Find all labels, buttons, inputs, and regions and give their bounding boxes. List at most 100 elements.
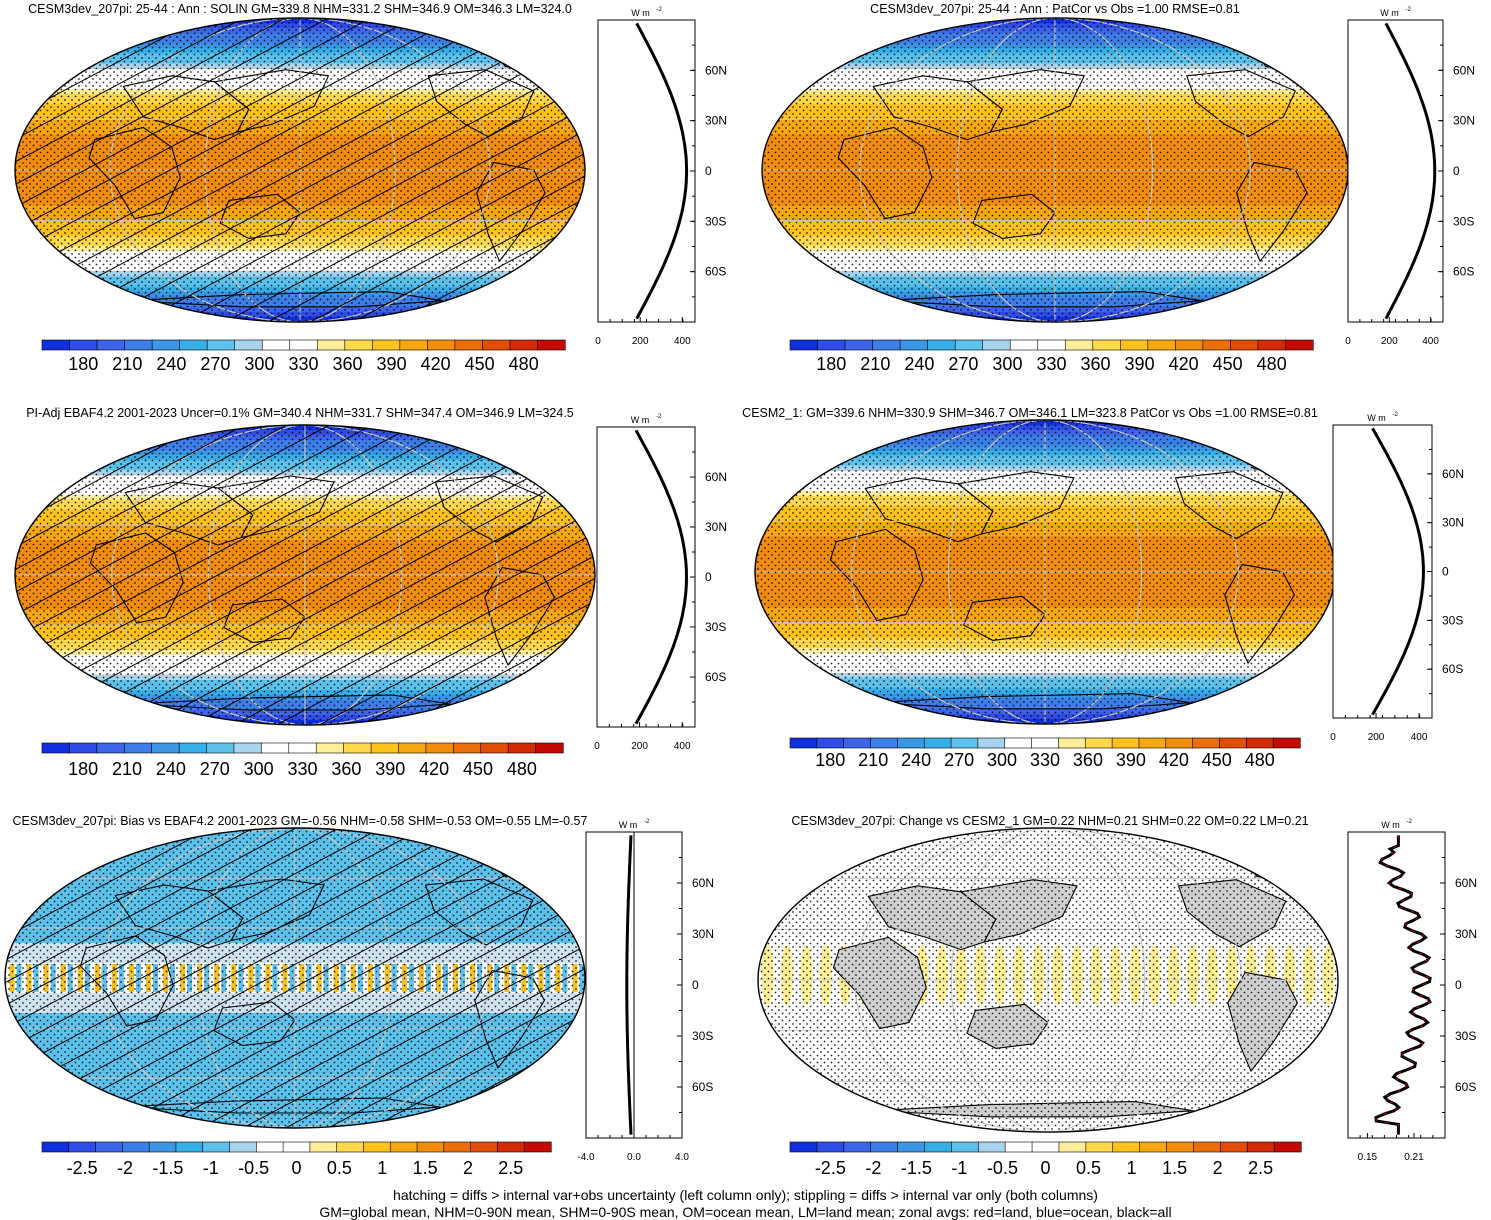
panel-title: CESM3dev_207pi: Change vs CESM2_1 GM=0.2… <box>791 814 1308 828</box>
profile-unit: W m <box>631 8 650 18</box>
colorbar-swatch <box>1064 339 1094 351</box>
profile-unit: W m <box>1381 820 1400 830</box>
colorbar-swatch <box>1120 339 1149 351</box>
colorbar-swatch <box>1273 1141 1302 1153</box>
profile-lat-tick: 30S <box>1453 214 1474 228</box>
profile-x-tick: 0 <box>1345 336 1351 347</box>
profile-curve <box>1371 427 1425 716</box>
colorbar-swatch <box>96 339 126 351</box>
footer-hatching-note: hatching = diffs > internal var+obs unce… <box>393 1187 1098 1203</box>
colorbar-tick-label: -2.5 <box>67 1158 98 1178</box>
colorbar-tick-label: 240 <box>156 354 186 374</box>
colorbar-swatch <box>843 737 872 749</box>
colorbar-swatch <box>1084 737 1113 749</box>
colorbar-swatch <box>336 1141 365 1153</box>
colorbar-tick-label: 360 <box>1073 750 1103 770</box>
panel-5: CESM3dev_207pi: Bias vs EBAF4.2 2001-202… <box>4 814 714 1178</box>
colorbar-swatch <box>178 742 208 754</box>
panel-title: CESM3dev_207pi: 25-44 : Ann : SOLIN GM=3… <box>28 2 572 16</box>
panel-title: CESM3dev_207pi: 25-44 : Ann : PatCor vs … <box>870 2 1240 16</box>
profile-x-tick: 400 <box>1411 732 1428 743</box>
colorbar-swatch <box>124 339 153 351</box>
profile-lat-tick: 60S <box>1455 1080 1476 1094</box>
profile-lat-tick: 60N <box>1453 63 1475 77</box>
profile-x-tick: 0 <box>594 741 600 752</box>
colorbar-swatch <box>261 339 291 351</box>
map-field <box>755 420 1335 724</box>
colorbar-tick-label: 1 <box>377 1158 387 1178</box>
colorbar-swatch <box>1192 737 1221 749</box>
panel-title: CESM3dev_207pi: Bias vs EBAF4.2 2001-202… <box>13 814 588 828</box>
profile-lat-tick: 30N <box>705 520 727 534</box>
zonal-profile: W m -2 0 200 400 60N 30N 0 30S 60S <box>1345 7 1475 347</box>
colorbar-swatch <box>1139 1141 1168 1153</box>
profile-lat-tick: 30S <box>705 620 726 634</box>
profile-curve <box>634 429 689 725</box>
colorbar-tick-label: 210 <box>112 759 142 779</box>
colorbar-tick-label: 270 <box>948 354 978 374</box>
colorbar-swatch <box>816 737 845 749</box>
colorbar-tick-label: 1 <box>1127 1158 1137 1178</box>
profile-x-tick: 200 <box>631 741 648 752</box>
colorbar-tick-label: -1 <box>203 1158 219 1178</box>
profile-unit-exponent: -2 <box>1407 819 1413 825</box>
colorbar-tick-label: 450 <box>463 759 493 779</box>
profile-unit: W m <box>619 820 638 830</box>
colorbar-swatch <box>950 737 979 749</box>
profile-lat-tick: 60S <box>692 1080 713 1094</box>
map-field <box>757 827 1338 1133</box>
colorbar-swatch <box>897 1141 926 1153</box>
colorbar-swatch <box>817 339 846 351</box>
map-field <box>15 18 585 322</box>
profile-lat-tick: 60S <box>705 670 726 684</box>
colorbar-swatch <box>872 339 901 351</box>
colorbar-swatch <box>206 339 236 351</box>
colorbar-tick-label: 390 <box>377 354 407 374</box>
colorbar-swatch <box>370 742 400 754</box>
colorbar-swatch <box>537 339 566 351</box>
colorbar-swatch <box>363 1141 391 1153</box>
profile-lat-tick: 60S <box>705 265 726 279</box>
colorbar-tick-label: -0.5 <box>987 1158 1018 1178</box>
colorbar-tick-label: 300 <box>244 759 274 779</box>
colorbar-swatch <box>1230 339 1259 351</box>
colorbar-tick-label: 420 <box>1169 354 1199 374</box>
colorbar: -2.5 -2 -1.5 -1 -0.5 0 0.5 1 1.5 2 2.5 <box>789 1141 1302 1178</box>
colorbar-tick-label: 240 <box>156 759 186 779</box>
colorbar-swatch <box>844 339 874 351</box>
profile-lat-tick: 60N <box>1442 467 1464 481</box>
profile-lat-tick: 0 <box>1455 978 1462 992</box>
colorbar-swatch <box>1112 1141 1141 1153</box>
colorbar-swatch <box>234 339 263 351</box>
colorbar-swatch <box>789 1141 818 1153</box>
map-outline <box>757 827 1339 1133</box>
colorbar-tick-label: 2.5 <box>1248 1158 1273 1178</box>
profile-lat-tick: 0 <box>1453 164 1460 178</box>
colorbar-swatch <box>1175 339 1204 351</box>
colorbar-swatch <box>175 1141 204 1153</box>
colorbar-swatch <box>977 1141 1006 1153</box>
colorbar-swatch <box>1246 737 1274 749</box>
colorbar-swatch <box>523 1141 552 1153</box>
profile-lat-tick: 30S <box>692 1029 713 1043</box>
profile-curve <box>635 22 689 320</box>
colorbar-swatch <box>1092 339 1121 351</box>
colorbar-tick-label: 2.5 <box>498 1158 523 1178</box>
colorbar-tick-label: 390 <box>1125 354 1155 374</box>
zonal-profile: W m -2 -4.0 0.0 4.0 60N 30N 0 30S 60S <box>577 819 714 1163</box>
colorbar-swatch <box>1193 1141 1221 1153</box>
colorbar-swatch <box>482 339 511 351</box>
colorbar-swatch <box>261 742 290 754</box>
colorbar-swatch <box>399 339 428 351</box>
map-field <box>762 17 1349 323</box>
colorbar-swatch <box>816 1141 845 1153</box>
colorbar-swatch <box>453 742 482 754</box>
colorbar-swatch <box>1085 1141 1114 1153</box>
colorbar-tick-label: 240 <box>904 354 934 374</box>
colorbar-tick-label: 480 <box>507 759 537 779</box>
colorbar-swatch <box>924 1141 952 1153</box>
colorbar-swatch <box>427 339 456 351</box>
colorbar-swatch <box>343 742 372 754</box>
profile-x-tick: 0 <box>595 336 601 347</box>
map-outline <box>4 827 586 1129</box>
